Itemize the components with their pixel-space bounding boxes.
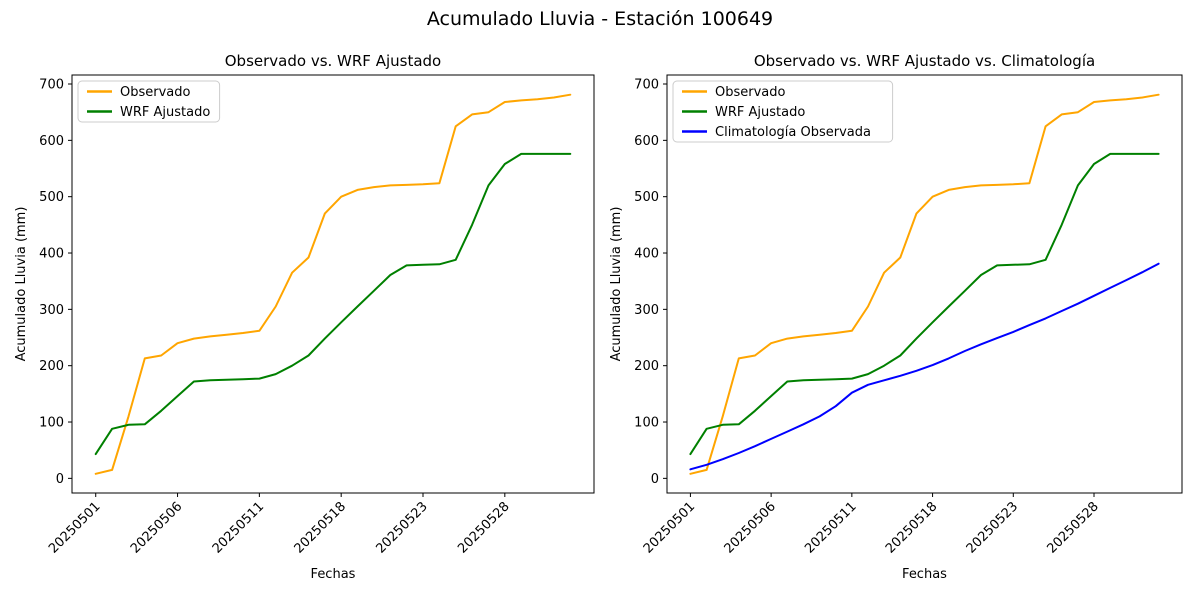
x-tick-label: 20250511 — [802, 499, 859, 556]
y-tick-label: 600 — [39, 134, 64, 149]
subplot-title: Observado vs. WRF Ajustado vs. Climatolo… — [754, 52, 1095, 70]
x-axis: 20250501 20250506 20250511 20250518 20250523… — [46, 493, 513, 557]
y-tick-label: 600 — [634, 134, 659, 149]
axes-frame — [666, 74, 1183, 494]
y-axis: 0 100 200 300 400 500 600 700 — [634, 78, 667, 487]
x-tick-label: 20250528 — [1044, 499, 1101, 556]
y-axis-label: Acumulado Lluvia (mm) — [14, 207, 29, 362]
x-axis: 20250501 20250506 20250511 20250518 20250523… — [641, 493, 1102, 557]
legend-label: Observado — [715, 85, 786, 100]
series-line-wrf-ajustado — [689, 152, 1160, 456]
legend-label: WRF Ajustado — [715, 105, 805, 120]
y-tick-label: 500 — [634, 190, 659, 205]
axes-frame — [71, 74, 595, 494]
series-line-wrf-ajustado — [94, 152, 572, 456]
y-tick-label: 700 — [634, 78, 659, 93]
x-tick-label: 20250511 — [210, 499, 267, 556]
y-tick-label: 100 — [39, 416, 64, 431]
y-axis-label: Acumulado Lluvia (mm) — [609, 207, 624, 362]
y-tick-label: 400 — [39, 247, 64, 262]
figure-title: Acumulado Lluvia - Estación 100649 — [426, 8, 774, 30]
legend: Observado WRF Ajustado — [77, 80, 221, 123]
x-tick-label: 20250528 — [455, 499, 512, 556]
y-tick-label: 200 — [39, 359, 64, 374]
x-tick-label: 20250523 — [964, 499, 1021, 556]
legend-label: Climatología Observada — [715, 125, 871, 140]
y-tick-label: 500 — [39, 190, 64, 205]
y-tick-label: 100 — [634, 416, 659, 431]
y-tick-label: 400 — [634, 247, 659, 262]
y-tick-label: 200 — [634, 359, 659, 374]
y-tick-label: 0 — [651, 472, 659, 487]
series-line-climatolog-a-observada — [689, 262, 1160, 471]
x-tick-label: 20250518 — [292, 499, 349, 556]
x-tick-label: 20250523 — [373, 499, 430, 556]
legend-label: Observado — [120, 85, 191, 100]
x-tick-label: 20250506 — [128, 499, 185, 556]
x-tick-label: 20250501 — [641, 499, 698, 556]
series-line-observado — [94, 93, 572, 475]
x-tick-label: 20250506 — [722, 499, 779, 556]
y-tick-label: 300 — [634, 303, 659, 318]
y-tick-label: 300 — [39, 303, 64, 318]
series-line-observado — [689, 93, 1160, 475]
x-axis-label: Fechas — [902, 567, 947, 582]
x-tick-label: 20250518 — [883, 499, 940, 556]
x-tick-label: 20250501 — [46, 499, 103, 556]
legend-label: WRF Ajustado — [120, 105, 210, 120]
y-tick-label: 0 — [56, 472, 64, 487]
y-tick-label: 700 — [39, 78, 64, 93]
legend: Observado WRF Ajustado Climatología Observ… — [672, 80, 894, 143]
y-axis: 0 100 200 300 400 500 600 700 — [39, 78, 72, 487]
x-axis-label: Fechas — [311, 567, 356, 582]
subplot-title: Observado vs. WRF Ajustado — [225, 52, 441, 70]
